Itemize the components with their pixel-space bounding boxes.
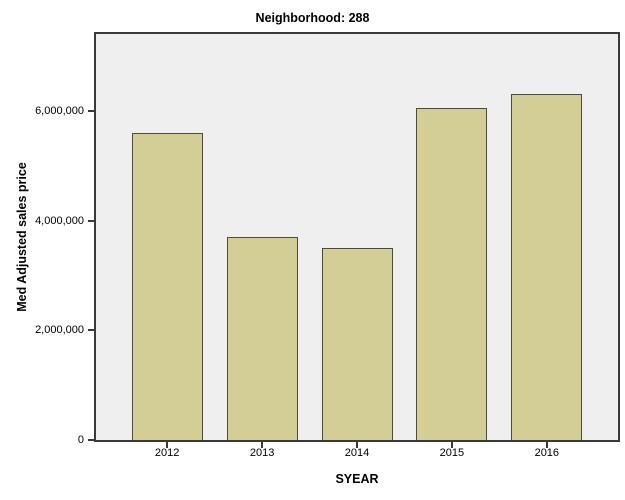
- x-tick-label-2012: 2012: [154, 447, 180, 459]
- x-axis-tick-mark: [261, 440, 264, 448]
- bar-2014: [321, 248, 393, 440]
- y-tick-label: 0: [77, 434, 84, 446]
- x-tick-label-2015: 2015: [439, 447, 465, 459]
- bar-2015: [416, 108, 488, 440]
- chart-title: Neighborhood: 288: [255, 11, 370, 25]
- x-axis-tick-mark: [166, 440, 169, 448]
- x-axis-tick-mark: [450, 440, 453, 448]
- y-tick-label: 4,000,000: [35, 214, 84, 227]
- y-axis-tick-mark: [88, 219, 96, 222]
- x-axis-tick-mark: [356, 440, 358, 448]
- x-tick-label-2014: 2014: [344, 447, 370, 459]
- x-tick-label-2016: 2016: [534, 447, 560, 459]
- bar-2012: [131, 133, 203, 440]
- bar-2016: [511, 94, 583, 440]
- plot-area: SYEAR 0 2,000,000 4,000,000 6,000,000 2012 20…: [35, 32, 620, 486]
- x-tick-label-2013: 2013: [249, 447, 275, 459]
- x-axis-title: SYEAR: [335, 472, 379, 486]
- y-axis-title: Med Adjusted sales price: [15, 162, 29, 312]
- y-tick-label: 2,000,000: [35, 324, 84, 337]
- x-axis-tick-mark: [545, 440, 548, 448]
- y-tick-label: 6,000,000: [35, 104, 84, 117]
- bar-2013: [226, 237, 298, 440]
- y-axis-tick-mark: [88, 439, 96, 441]
- y-axis-tick-mark: [88, 329, 96, 332]
- y-axis-tick-mark: [88, 109, 96, 112]
